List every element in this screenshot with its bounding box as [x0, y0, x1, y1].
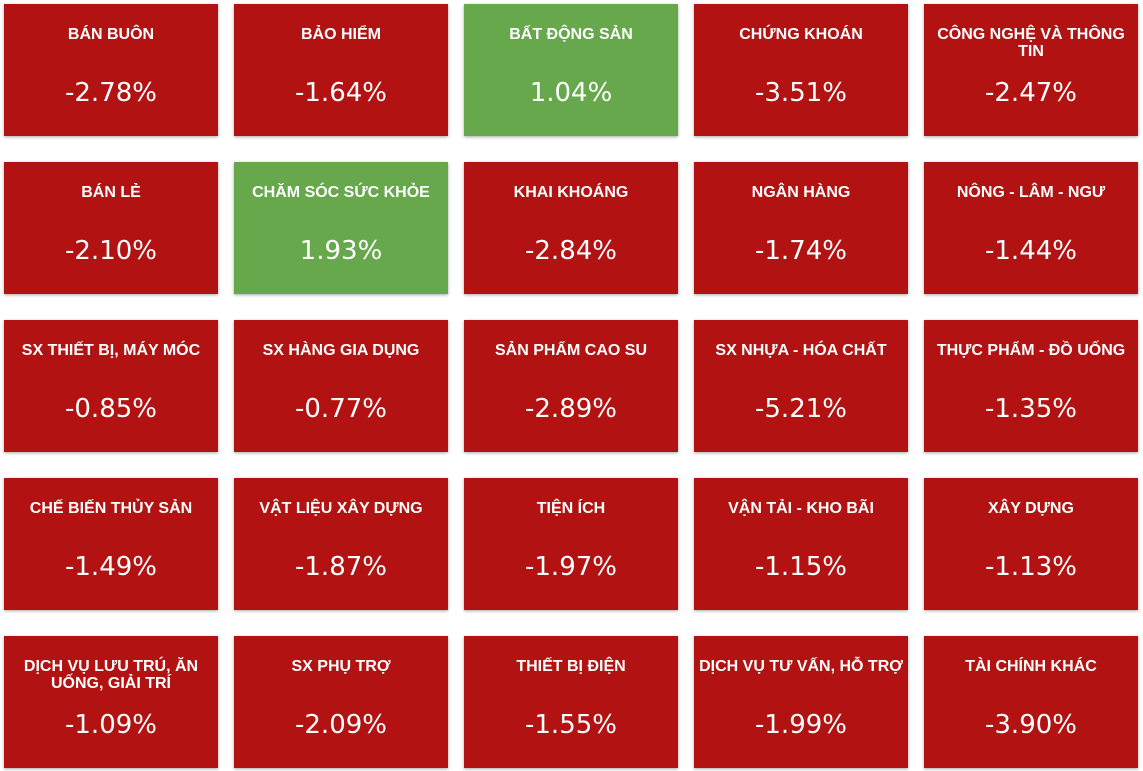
sector-name: SX PHỤ TRỢ	[291, 658, 391, 675]
sector-name: NÔNG - LÂM - NGƯ	[956, 184, 1106, 201]
sector-tile[interactable]: SX HÀNG GIA DỤNG -0.77%	[234, 320, 448, 452]
sector-tile[interactable]: CHẾ BIẾN THỦY SẢN -1.49%	[4, 478, 218, 610]
sector-name: VẬT LIỆU XÂY DỰNG	[259, 500, 423, 517]
sector-change-value: -1.87%	[295, 552, 387, 582]
sector-change-value: -1.15%	[755, 552, 847, 582]
sector-tile[interactable]: DỊCH VỤ LƯU TRÚ, ĂN UỐNG, GIẢI TRÍ -1.09%	[4, 636, 218, 768]
sector-change-value: -1.44%	[985, 236, 1077, 266]
sector-change-value: -2.47%	[985, 78, 1077, 108]
sector-change-value: -1.97%	[525, 552, 617, 582]
sector-name: CHẾ BIẾN THỦY SẢN	[29, 500, 193, 517]
sector-change-value: -2.10%	[65, 236, 157, 266]
sector-tile[interactable]: NÔNG - LÂM - NGƯ -1.44%	[924, 162, 1138, 294]
sector-change-value: 1.04%	[529, 78, 613, 108]
sector-tile[interactable]: SX NHỰA - HÓA CHẤT -5.21%	[694, 320, 908, 452]
sector-name: THIẾT BỊ ĐIỆN	[516, 658, 626, 675]
sector-tile[interactable]: SX PHỤ TRỢ -2.09%	[234, 636, 448, 768]
sector-name: SX THIẾT BỊ, MÁY MÓC	[21, 342, 201, 359]
sector-name: DỊCH VỤ TƯ VẤN, HỖ TRỢ	[699, 658, 903, 675]
sector-change-value: -1.49%	[65, 552, 157, 582]
sector-name: SẢN PHẨM CAO SU	[494, 342, 647, 359]
sector-tile[interactable]: XÂY DỰNG -1.13%	[924, 478, 1138, 610]
sector-name: VẬN TẢI - KHO BÃI	[728, 500, 874, 517]
sector-name: TIỆN ÍCH	[536, 500, 606, 517]
sector-tile[interactable]: CHỨNG KHOÁN -3.51%	[694, 4, 908, 136]
sector-name: BẤT ĐỘNG SẢN	[509, 26, 633, 43]
sector-tile[interactable]: CHĂM SÓC SỨC KHỎE 1.93%	[234, 162, 448, 294]
sector-name: SX NHỰA - HÓA CHẤT	[715, 342, 887, 359]
sector-name: TÀI CHÍNH KHÁC	[965, 658, 1097, 675]
sector-tile[interactable]: BÁN BUÔN -2.78%	[4, 4, 218, 136]
sector-tile[interactable]: BẤT ĐỘNG SẢN 1.04%	[464, 4, 678, 136]
sector-change-value: -2.78%	[65, 78, 157, 108]
sector-name: KHAI KHOÁNG	[513, 184, 629, 201]
sector-change-value: -1.74%	[755, 236, 847, 266]
sector-tile[interactable]: VẬT LIỆU XÂY DỰNG -1.87%	[234, 478, 448, 610]
sector-name: SX HÀNG GIA DỤNG	[262, 342, 420, 359]
sector-change-value: -2.84%	[525, 236, 617, 266]
sector-change-value: -1.09%	[65, 710, 157, 740]
sector-change-value: 1.93%	[299, 236, 383, 266]
sector-tile[interactable]: NGÂN HÀNG -1.74%	[694, 162, 908, 294]
sector-tile[interactable]: SX THIẾT BỊ, MÁY MÓC -0.85%	[4, 320, 218, 452]
sector-change-value: -1.55%	[525, 710, 617, 740]
sector-change-value: -0.77%	[295, 394, 387, 424]
sector-name: CHĂM SÓC SỨC KHỎE	[252, 184, 430, 201]
sector-tile[interactable]: THIẾT BỊ ĐIỆN -1.55%	[464, 636, 678, 768]
sector-change-value: -2.89%	[525, 394, 617, 424]
sector-change-value: -3.51%	[755, 78, 847, 108]
sector-name: BÁN BUÔN	[67, 26, 155, 43]
sector-change-value: -1.64%	[295, 78, 387, 108]
sector-change-value: -1.99%	[755, 710, 847, 740]
sector-tile[interactable]: KHAI KHOÁNG -2.84%	[464, 162, 678, 294]
sector-name: THỰC PHẨM - ĐỒ UỐNG	[936, 342, 1126, 359]
sector-tile[interactable]: DỊCH VỤ TƯ VẤN, HỖ TRỢ -1.99%	[694, 636, 908, 768]
sector-tile[interactable]: TIỆN ÍCH -1.97%	[464, 478, 678, 610]
sector-change-value: -1.35%	[985, 394, 1077, 424]
sector-name: DỊCH VỤ LƯU TRÚ, ĂN UỐNG, GIẢI TRÍ	[23, 658, 199, 692]
sector-change-value: -5.21%	[755, 394, 847, 424]
sector-tile[interactable]: SẢN PHẨM CAO SU -2.89%	[464, 320, 678, 452]
sector-name: XÂY DỰNG	[988, 500, 1074, 517]
sector-tile[interactable]: VẬN TẢI - KHO BÃI -1.15%	[694, 478, 908, 610]
sector-tile[interactable]: CÔNG NGHỆ VÀ THÔNG TIN -2.47%	[924, 4, 1138, 136]
sector-tile[interactable]: BẢO HIỂM -1.64%	[234, 4, 448, 136]
sector-name: BÁN LẺ	[81, 184, 141, 201]
sector-tile[interactable]: BÁN LẺ -2.10%	[4, 162, 218, 294]
sector-tile[interactable]: TÀI CHÍNH KHÁC -3.90%	[924, 636, 1138, 768]
sector-change-value: -1.13%	[985, 552, 1077, 582]
sector-name: BẢO HIỂM	[301, 26, 381, 43]
sector-name: CÔNG NGHỆ VÀ THÔNG TIN	[937, 26, 1125, 60]
sector-change-value: -3.90%	[985, 710, 1077, 740]
sector-change-value: -2.09%	[295, 710, 387, 740]
sector-tile[interactable]: THỰC PHẨM - ĐỒ UỐNG -1.35%	[924, 320, 1138, 452]
sector-name: NGÂN HÀNG	[751, 184, 851, 201]
sector-name: CHỨNG KHOÁN	[739, 26, 863, 43]
sector-change-value: -0.85%	[65, 394, 157, 424]
